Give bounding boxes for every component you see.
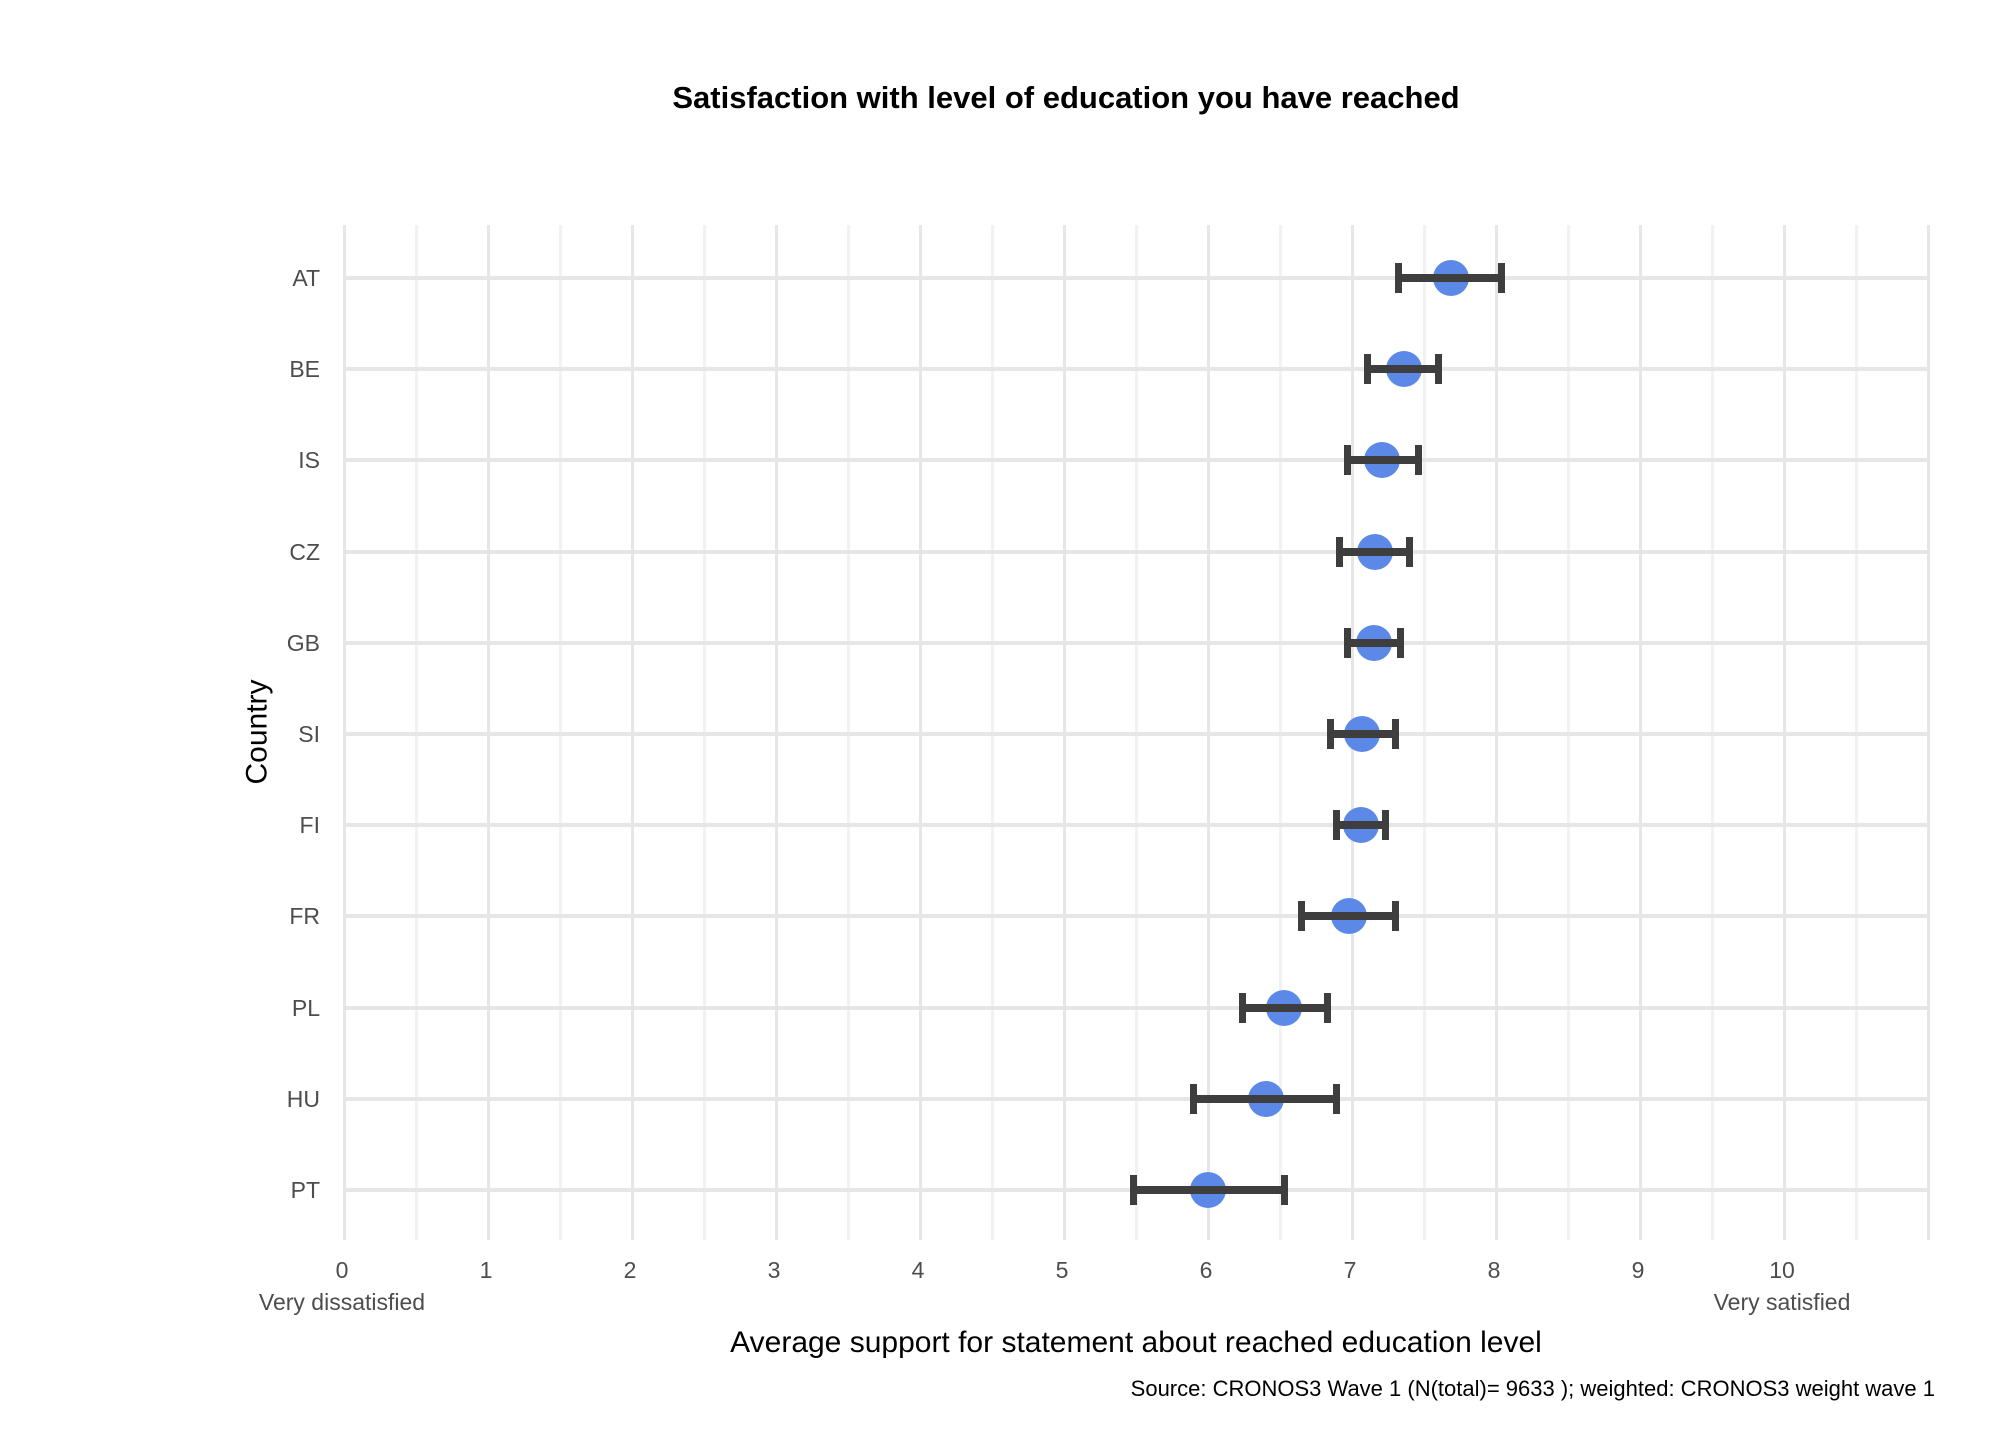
error-bar-pt xyxy=(1133,1186,1285,1194)
gridline-vertical-major xyxy=(1926,225,1930,1240)
error-bar-cap-high-fr xyxy=(1391,901,1399,932)
error-bar-cap-high-is xyxy=(1414,445,1422,476)
error-bar-cap-low-fr xyxy=(1298,901,1306,932)
error-bar-cap-low-si xyxy=(1326,719,1334,749)
error-bar-pl xyxy=(1242,1003,1328,1012)
error-bar-cap-low-is xyxy=(1344,445,1352,476)
country-label-be: BE xyxy=(289,356,320,383)
country-label-fi: FI xyxy=(299,812,320,839)
error-bar-cap-low-gb xyxy=(1344,627,1352,658)
country-label-fr: FR xyxy=(289,903,320,930)
plot-panel xyxy=(342,225,1930,1240)
error-bar-cap-low-be xyxy=(1364,354,1372,385)
error-bar-si xyxy=(1330,730,1396,738)
x-tick-label-1: 1 xyxy=(479,1257,493,1283)
error-bar-is xyxy=(1347,456,1419,465)
x-tick-label-0: 0 xyxy=(335,1257,349,1283)
x-tick-label-2: 2 xyxy=(623,1257,637,1283)
country-label-hu: HU xyxy=(286,1085,320,1112)
source-caption: Source: CRONOS3 Wave 1 (N(total)= 9633 )… xyxy=(1130,1376,1935,1401)
x-tick-label-7: 7 xyxy=(1343,1257,1357,1283)
gridline-horizontal-major xyxy=(344,640,1928,645)
error-bar-cap-high-hu xyxy=(1332,1083,1340,1114)
error-bar-be xyxy=(1367,365,1439,374)
gridline-horizontal-major xyxy=(344,276,1928,280)
x-tick-label-3: 3 xyxy=(767,1257,781,1283)
gridline-horizontal-major xyxy=(344,549,1928,554)
x-tick-label-4: 4 xyxy=(911,1257,925,1283)
error-bar-cap-high-gb xyxy=(1397,627,1405,658)
error-bar-cap-high-pt xyxy=(1280,1175,1288,1205)
error-bar-cap-low-hu xyxy=(1190,1083,1198,1114)
x-endpoint-label-max: Very satisfied xyxy=(1713,1289,1851,1315)
x-tick-label-5: 5 xyxy=(1055,1257,1069,1283)
error-bar-cap-high-fi xyxy=(1381,810,1389,841)
error-bar-fi xyxy=(1336,821,1386,830)
gridline-horizontal-major xyxy=(344,914,1928,919)
gridline-horizontal-major xyxy=(344,1096,1928,1101)
error-bar-gb xyxy=(1347,638,1401,647)
x-tick-label-6: 6 xyxy=(1199,1257,1213,1283)
error-bar-cap-high-be xyxy=(1434,354,1442,385)
error-bar-cap-high-cz xyxy=(1406,536,1414,567)
chart-title: Satisfaction with level of education you… xyxy=(672,80,1460,115)
x-tick-label-8: 8 xyxy=(1487,1257,1501,1283)
error-bar-cap-high-pl xyxy=(1324,992,1332,1023)
gridline-horizontal-major xyxy=(344,367,1928,372)
error-bar-cap-high-at xyxy=(1498,263,1506,293)
error-bar-cap-low-at xyxy=(1394,263,1402,293)
error-bar-cap-low-cz xyxy=(1335,536,1343,567)
error-bar-cap-low-pl xyxy=(1239,992,1247,1023)
x-axis-title: Average support for statement about reac… xyxy=(730,1326,1542,1359)
gridline-horizontal-major xyxy=(344,823,1928,828)
country-label-pt: PT xyxy=(290,1177,320,1203)
gridline-horizontal-major xyxy=(344,1005,1928,1010)
error-bar-hu xyxy=(1193,1094,1337,1103)
gridline-horizontal-major xyxy=(344,458,1928,463)
x-tick-label-9: 9 xyxy=(1631,1257,1645,1283)
error-bar-cap-low-fi xyxy=(1332,810,1340,841)
country-label-pl: PL xyxy=(291,994,320,1021)
error-bar-cap-low-pt xyxy=(1129,1175,1137,1205)
error-bar-at xyxy=(1398,274,1502,282)
country-label-is: IS xyxy=(298,447,320,474)
x-endpoint-label-min: Very dissatisfied xyxy=(258,1289,426,1315)
error-bar-cz xyxy=(1339,547,1410,556)
gridline-horizontal-major xyxy=(344,732,1928,736)
country-label-gb: GB xyxy=(286,629,320,656)
country-label-at: AT xyxy=(292,265,320,291)
x-tick-label-10: 10 xyxy=(1769,1257,1795,1283)
error-bar-cap-high-si xyxy=(1391,719,1399,749)
country-label-cz: CZ xyxy=(289,538,320,565)
country-label-si: SI xyxy=(298,721,320,747)
error-bar-fr xyxy=(1301,912,1396,921)
